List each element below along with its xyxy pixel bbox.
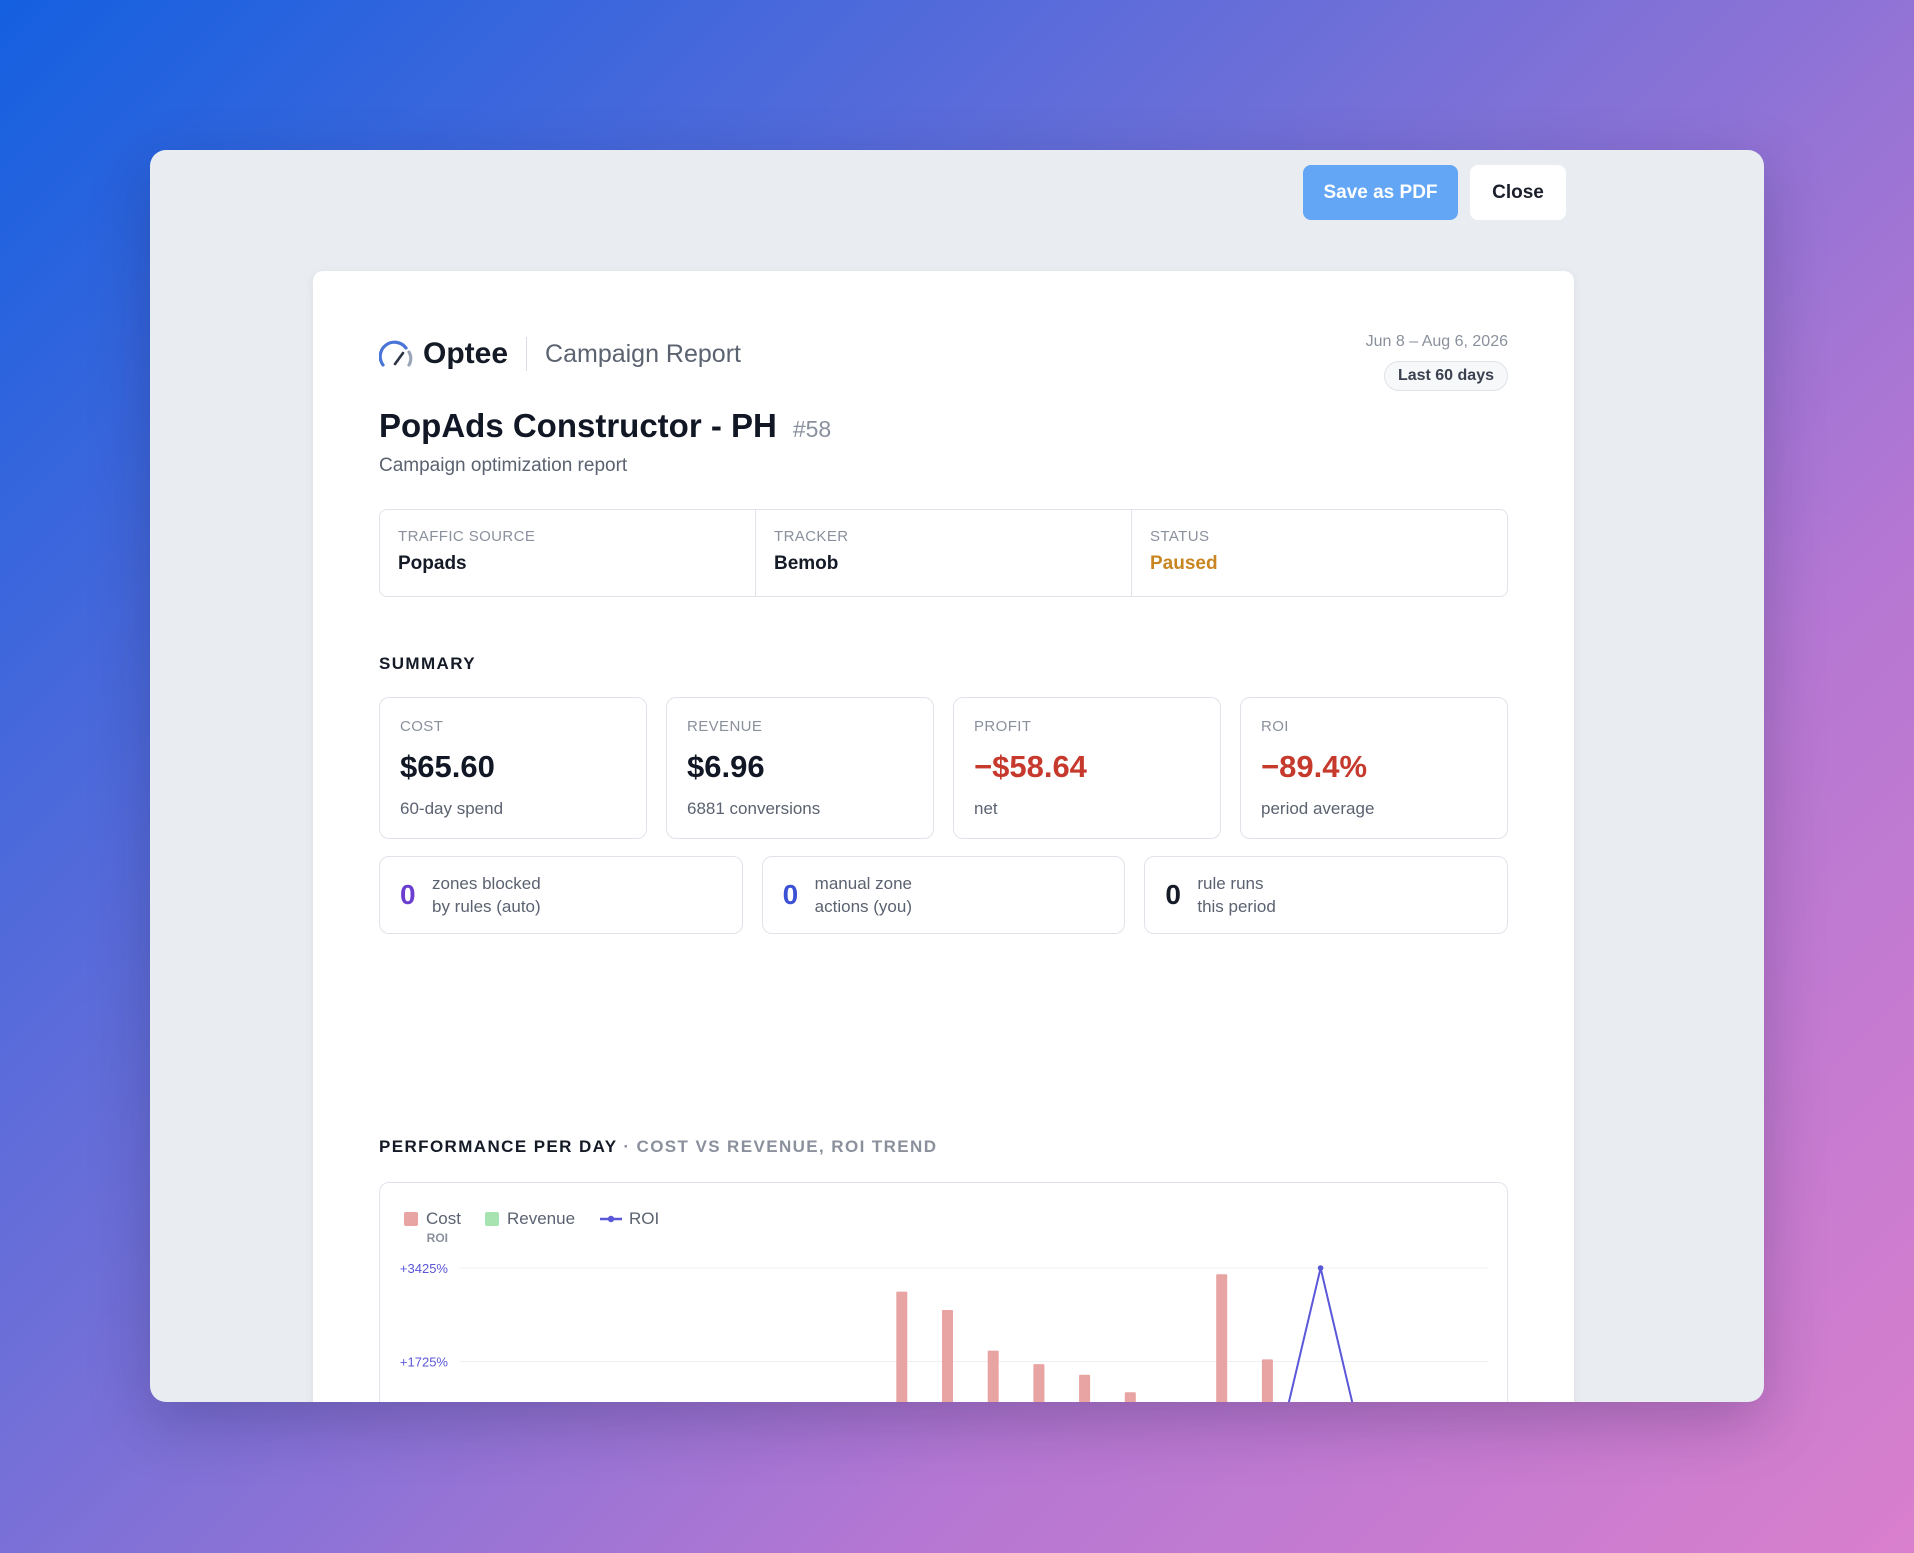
legend-swatch-cost	[404, 1212, 418, 1226]
report-modal: Save as PDF Close Optee Campaign Report …	[150, 150, 1764, 1402]
activity-line: actions (you)	[814, 897, 912, 916]
gauge-icon	[379, 340, 413, 367]
cost-bar	[1033, 1364, 1045, 1402]
y-tick-label: +1725%	[400, 1355, 449, 1370]
performance-heading: PERFORMANCE PER DAY · COST VS REVENUE, R…	[379, 1137, 937, 1157]
info-tracker: TRACKER Bemob	[756, 510, 1132, 596]
kpi-cost: COST $65.60 60-day spend	[379, 697, 647, 839]
legend-swatch-roi	[600, 1215, 623, 1223]
kpi-sub: net	[974, 799, 998, 818]
info-label: STATUS	[1150, 528, 1210, 545]
performance-chart: ROI+3425%+1725%0%-100%Jun 25 Jun 27 Jun 29…	[400, 1231, 1488, 1402]
kpi-sub: period average	[1261, 799, 1375, 818]
info-value: Bemob	[774, 553, 839, 574]
date-range: Jun 8 – Aug 6, 2026 Last 60 days	[1366, 333, 1508, 391]
activity-label: zones blocked by rules (auto)	[432, 872, 541, 918]
performance-title: PERFORMANCE PER DAY	[379, 1137, 618, 1156]
campaign-title: PopAds Constructor - PH #58	[379, 407, 831, 445]
info-label: TRACKER	[774, 528, 849, 545]
kpi-row: COST $65.60 60-day spend REVENUE $6.96 6…	[379, 697, 1508, 839]
kpi-profit: PROFIT −$58.64 net	[953, 697, 1221, 839]
activity-line: by rules (auto)	[432, 897, 541, 916]
date-range-text: Jun 8 – Aug 6, 2026	[1365, 333, 1508, 350]
brand-header: Optee Campaign Report	[379, 337, 741, 371]
kpi-value: $6.96	[687, 749, 765, 784]
roi-point	[1317, 1265, 1324, 1271]
activity-value: 0	[782, 879, 799, 910]
kpi-revenue: REVENUE $6.96 6881 conversions	[666, 697, 934, 839]
kpi-label: COST	[400, 718, 444, 735]
campaign-description: Campaign optimization report	[379, 455, 628, 476]
campaign-info-bar: TRAFFIC SOURCE Popads TRACKER Bemob STAT…	[379, 509, 1508, 597]
activity-value: 0	[1165, 879, 1181, 910]
performance-subtitle: · COST VS REVENUE, ROI TREND	[623, 1137, 938, 1156]
cost-bar	[1079, 1374, 1091, 1402]
activity-value: 0	[400, 879, 416, 910]
activity-row: 0 zones blocked by rules (auto) 0 manual…	[379, 856, 1509, 934]
legend-item-roi: ROI	[599, 1209, 659, 1229]
legend-item-cost: Cost	[404, 1209, 461, 1229]
kpi-label: REVENUE	[687, 718, 763, 735]
kpi-sub: 60-day spend	[400, 799, 504, 818]
y-tick-label: +3425%	[400, 1261, 449, 1276]
cost-bar	[1124, 1392, 1136, 1402]
roi-line	[1287, 1267, 1354, 1402]
activity-line: manual zone	[814, 874, 913, 893]
activity-line: this period	[1197, 897, 1276, 916]
cost-bar	[1216, 1274, 1228, 1402]
campaign-id: #58	[792, 416, 832, 442]
report-type: Campaign Report	[545, 339, 741, 368]
performance-chart-card: Cost Revenue ROI ROI +3425% +1725% 0% -100% J…	[379, 1182, 1508, 1402]
kpi-value: −89.4%	[1261, 749, 1368, 784]
brand-divider	[526, 337, 528, 371]
activity-label: rule runs this period	[1197, 872, 1275, 918]
kpi-value: −$58.64	[974, 749, 1087, 784]
status-badge: Paused	[1150, 553, 1218, 574]
activity-manual-actions: 0 manual zone actions (you)	[761, 856, 1126, 934]
legend-swatch-revenue	[484, 1212, 499, 1226]
close-button[interactable]: Close	[1470, 165, 1566, 220]
activity-rule-runs: 0 rule runs this period	[1144, 856, 1509, 934]
y-axis-title: ROI	[427, 1231, 448, 1245]
info-label: TRAFFIC SOURCE	[398, 528, 536, 545]
save-as-pdf-button[interactable]: Save as PDF	[1303, 165, 1458, 220]
cost-bar	[987, 1350, 999, 1402]
summary-heading: SUMMARY	[379, 654, 476, 673]
activity-zones-blocked: 0 zones blocked by rules (auto)	[379, 856, 743, 934]
kpi-value: $65.60	[400, 749, 495, 784]
campaign-name: PopAds Constructor - PH	[379, 407, 777, 444]
report-sheet: Optee Campaign Report Jun 8 – Aug 6, 202…	[313, 271, 1574, 1402]
info-traffic-source: TRAFFIC SOURCE Popads	[380, 510, 756, 596]
legend-label: Revenue	[506, 1209, 576, 1228]
date-range-badge: Last 60 days	[1383, 361, 1508, 391]
cost-bar	[1261, 1359, 1273, 1402]
activity-label: manual zone actions (you)	[815, 872, 912, 918]
kpi-roi: ROI −89.4% period average	[1240, 697, 1508, 839]
legend-label: ROI	[629, 1209, 660, 1228]
legend-label: Cost	[426, 1209, 461, 1228]
kpi-sub: 6881 conversions	[687, 799, 821, 818]
cost-bar	[896, 1291, 908, 1402]
chart-legend: Cost Revenue ROI	[404, 1209, 683, 1229]
activity-line: rule runs	[1197, 874, 1264, 893]
info-value: Popads	[398, 553, 467, 574]
kpi-label: PROFIT	[974, 718, 1032, 735]
kpi-label: ROI	[1261, 718, 1289, 735]
brand-name: Optee	[423, 337, 509, 370]
legend-item-revenue: Revenue	[484, 1209, 576, 1229]
cost-bar	[942, 1310, 953, 1402]
info-status: STATUS Paused	[1132, 510, 1507, 596]
activity-line: zones blocked	[432, 874, 541, 893]
